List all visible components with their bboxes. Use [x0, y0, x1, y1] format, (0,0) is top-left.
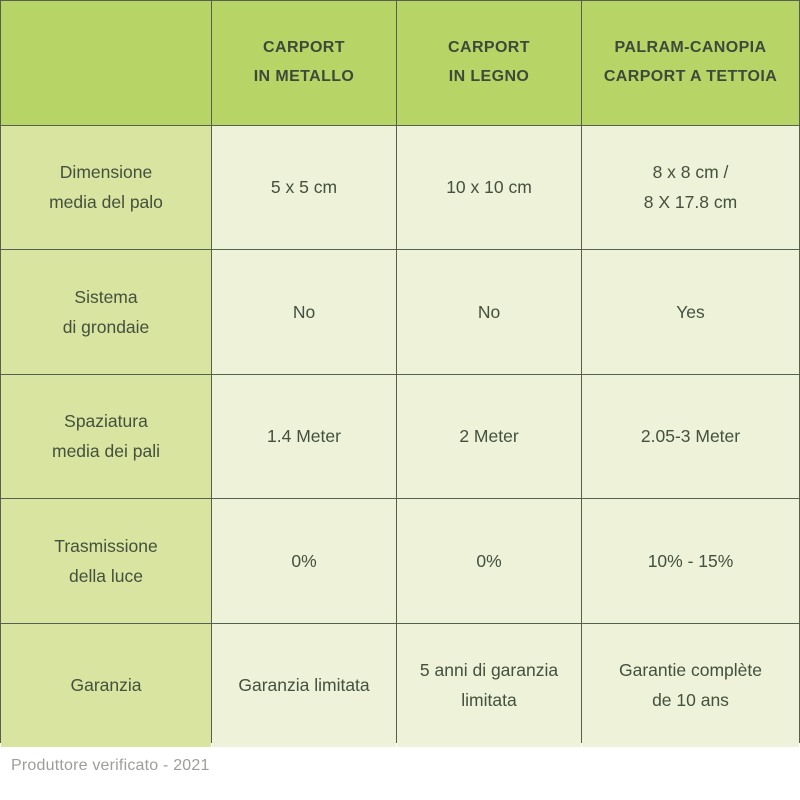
cell-text-line: IN METALLO [253, 67, 355, 85]
cell-text-line: 0% [291, 550, 317, 571]
data-cell-dimensione-media-del-palo-col2: 10 x 10 cm [397, 125, 581, 249]
data-cell-sistema-di-grondaie-col3: Yes [582, 250, 799, 374]
data-cell-spaziatura-media-dei-pali-col3: 2.05-3 Meter [582, 374, 799, 498]
cell-text-line: CARPORT A TETTOIA [603, 67, 778, 85]
cell-text-line: di grondaie [62, 316, 150, 337]
data-cell-garanzia-col1: Garanzia limitata [212, 623, 396, 747]
cell-text-line: Spaziatura [64, 411, 148, 432]
cell-text-line: 0% [476, 550, 502, 571]
data-cell-trasmissione-della-luce-col2: 0% [397, 499, 581, 623]
cell-text-line: 1.4 Meter [267, 426, 341, 447]
cell-text-line: 10% - 15% [647, 550, 734, 571]
footer-note: Produttore verificato - 2021 [11, 757, 210, 774]
cell-text-line: della luce [69, 565, 143, 586]
cell-text-line: media del palo [49, 192, 163, 213]
cell-text-line: IN LEGNO [448, 67, 530, 85]
cell-text-line: 5 anni di garanzia [419, 660, 559, 681]
cell-text-line: limitata [461, 690, 517, 711]
data-cell-dimensione-media-del-palo-col1: 5 x 5 cm [212, 125, 396, 249]
row-label-dimensione-media-del-palo: Dimensione media del palo [1, 125, 211, 249]
column-header-carport-in-metallo: CARPORT IN METALLO [212, 1, 396, 125]
cell-text-line: Yes [676, 301, 705, 322]
data-cell-sistema-di-grondaie-col2: No [397, 250, 581, 374]
cell-text-line: Garanzia limitata [238, 675, 370, 696]
cell-text-line: Garanzia [70, 675, 142, 696]
cell-text-line: PALRAM-CANOPIA [614, 38, 767, 56]
cell-text-line: 2 Meter [459, 426, 519, 447]
cell-text-line: 2.05-3 Meter [640, 426, 741, 447]
carport-comparison-table: CARPORT IN METALLO CARPORT IN LEGNO PALRAM-C… [0, 0, 800, 747]
data-cell-sistema-di-grondaie-col1: No [212, 250, 396, 374]
row-label-sistema-di-grondaie: Sistema di grondaie [1, 250, 211, 374]
cell-text-line: Trasmissione [54, 535, 158, 556]
cell-text-line: 10 x 10 cm [446, 177, 532, 198]
cell-text-line: CARPORT [448, 38, 530, 56]
data-cell-garanzia-col2: 5 anni di garanzia limitata [397, 623, 581, 747]
data-cell-trasmissione-della-luce-col3: 10% - 15% [582, 499, 799, 623]
cell-text-line: 5 x 5 cm [270, 177, 338, 198]
cell-text-line: CARPORT [263, 38, 345, 56]
data-cell-trasmissione-della-luce-col1: 0% [212, 499, 396, 623]
cell-text-line: de 10 ans [652, 690, 729, 711]
data-cell-spaziatura-media-dei-pali-col2: 2 Meter [397, 374, 581, 498]
column-header-palram-canopia-carport-a-tettoia: PALRAM-CANOPIA CARPORT A TETTOIA [582, 1, 799, 125]
column-header-carport-in-legno: CARPORT IN LEGNO [397, 1, 581, 125]
cell-text-line: 8 x 8 cm / [652, 162, 729, 183]
data-cell-garanzia-col3: Garantie complète de 10 ans [582, 623, 799, 747]
cell-text-line: Garantie complète [619, 660, 762, 681]
cell-text-line: media dei pali [52, 441, 160, 462]
column-header-blank [1, 1, 211, 125]
cell-text-line: No [292, 301, 316, 322]
data-cell-dimensione-media-del-palo-col3: 8 x 8 cm / 8 X 17.8 cm [582, 125, 799, 249]
row-label-spaziatura-media-dei-pali: Spaziatura media dei pali [1, 374, 211, 498]
row-label-trasmissione-della-luce: Trasmissione della luce [1, 499, 211, 623]
data-cell-spaziatura-media-dei-pali-col1: 1.4 Meter [212, 374, 396, 498]
cell-text-line: Sistema [74, 286, 138, 307]
row-label-garanzia: Garanzia [1, 623, 211, 747]
cell-text-line: No [477, 301, 501, 322]
cell-text-line: 8 X 17.8 cm [643, 192, 738, 213]
cell-text-line: Dimensione [59, 162, 153, 183]
